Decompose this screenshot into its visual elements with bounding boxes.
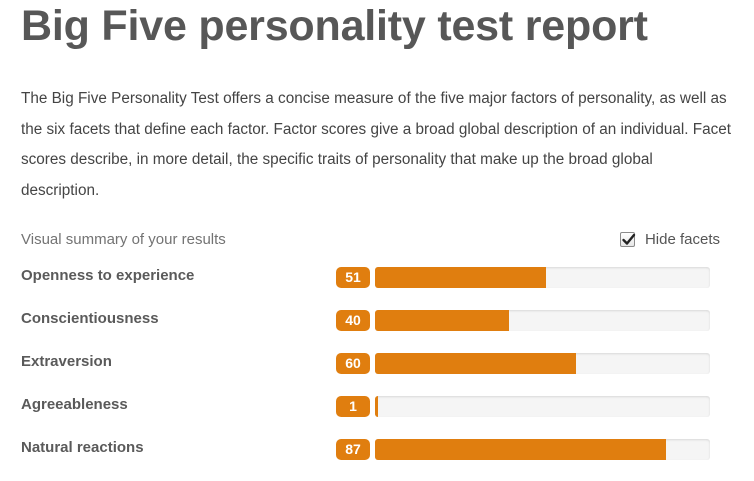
score-bar-fill	[375, 310, 509, 331]
hide-facets-label: Hide facets	[644, 231, 720, 248]
score-badge: 60	[336, 353, 370, 374]
factor-name: Natural reactions	[21, 439, 144, 456]
factor-row-conscientiousness: Conscientiousness 40	[21, 307, 721, 350]
factor-row-openness: Openness to experience 51	[21, 264, 721, 307]
score-badge: 51	[336, 267, 370, 288]
hide-facets-checkbox[interactable]	[619, 232, 636, 247]
score-badge: 40	[336, 310, 370, 331]
score-bar-track	[375, 267, 710, 288]
summary-label: Visual summary of your results	[21, 231, 226, 248]
factor-name: Agreeableness	[21, 396, 128, 413]
factor-name: Openness to experience	[21, 267, 195, 284]
score-bar-fill	[375, 267, 546, 288]
intro-paragraph: The Big Five Personality Test offers a c…	[21, 90, 732, 199]
page-title: Big Five personality test report	[21, 2, 648, 50]
score-badge: 1	[336, 396, 370, 417]
score-bar-track	[375, 396, 710, 417]
factor-row-natural-reactions: Natural reactions 87	[21, 436, 721, 479]
factor-row-extraversion: Extraversion 60	[21, 350, 721, 393]
score-bar-track	[375, 439, 710, 460]
factor-row-agreeableness: Agreeableness 1	[21, 393, 721, 436]
factor-name: Conscientiousness	[21, 310, 159, 327]
factor-list: Openness to experience 51 Conscientiousn…	[21, 264, 721, 479]
score-bar-fill	[375, 439, 667, 460]
score-bar-fill	[375, 353, 576, 374]
hide-facets-toggle[interactable]: Hide facets	[619, 231, 720, 248]
score-bar-fill	[375, 396, 379, 417]
score-bar-track	[375, 310, 710, 331]
factor-name: Extraversion	[21, 353, 112, 370]
score-bar-track	[375, 353, 710, 374]
checkmark-icon	[622, 233, 636, 245]
score-badge: 87	[336, 439, 370, 460]
